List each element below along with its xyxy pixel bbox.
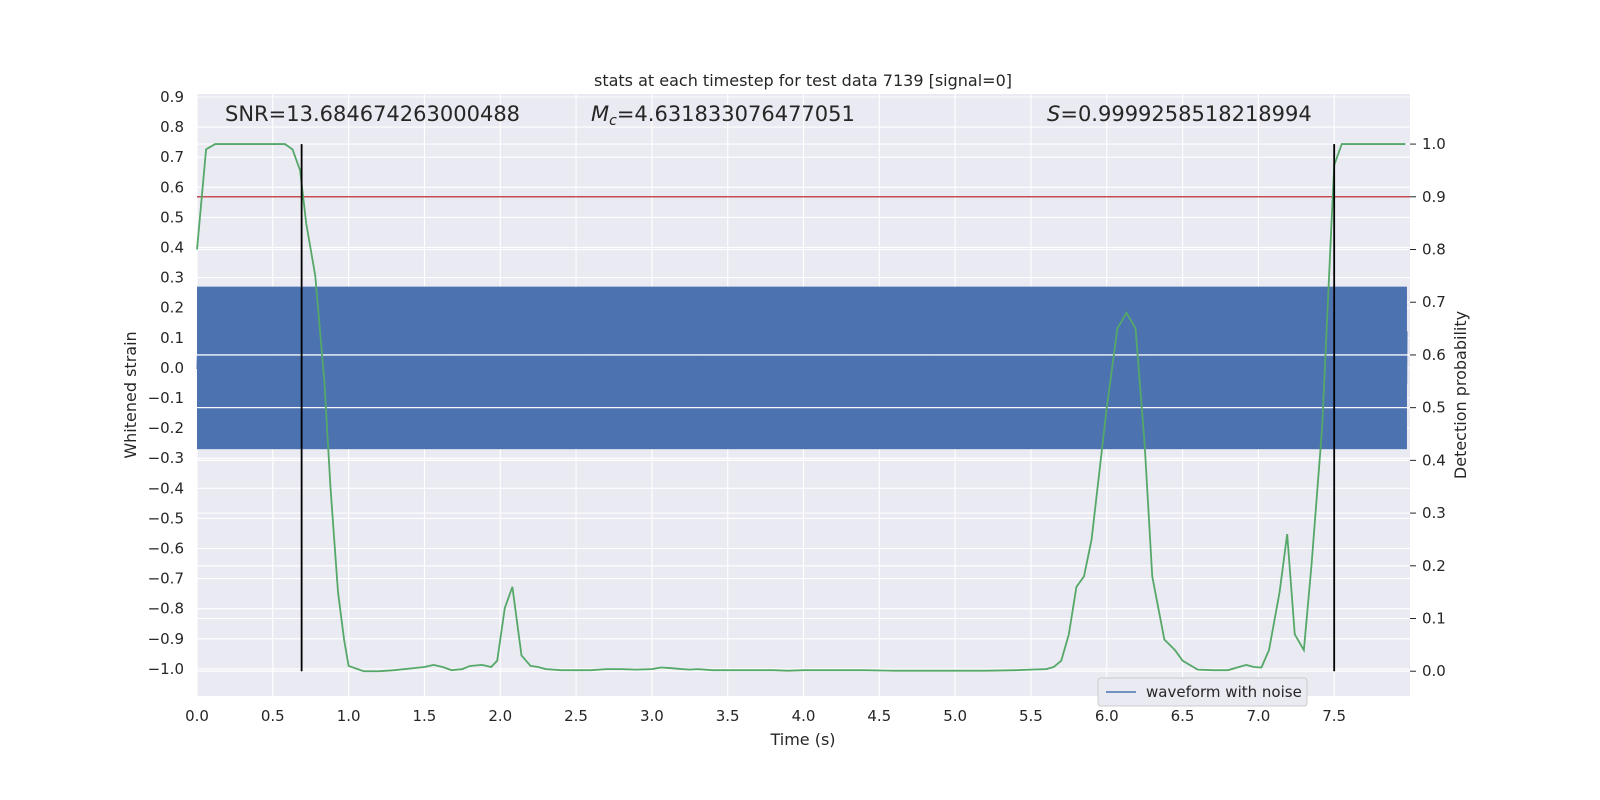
y-tick-label: −0.9	[148, 630, 184, 648]
y2-tick-label: 0.9	[1422, 188, 1446, 206]
y-tick-label: −1.0	[148, 660, 184, 678]
y-tick-label: 0.2	[160, 299, 184, 317]
x-tick-label: 7.0	[1246, 707, 1270, 725]
y-tick-label: 0.8	[160, 118, 184, 136]
x-tick-label: 1.5	[413, 707, 437, 725]
y-tick-label: −0.5	[148, 509, 184, 527]
y-tick-label: −0.6	[148, 540, 184, 558]
x-tick-label: 6.0	[1095, 707, 1119, 725]
y2-tick-label: 0.5	[1422, 399, 1446, 417]
chirp-mass-annotation: Mc=4.631833076477051	[591, 102, 855, 129]
snr-annotation: SNR=13.684674263000488	[225, 102, 520, 126]
waveform-series	[196, 286, 1408, 450]
legend: waveform with noise	[1097, 677, 1308, 707]
waveform-line	[196, 292, 1408, 429]
y2-tick-label: 0.0	[1422, 662, 1446, 680]
x-tick-label: 6.5	[1171, 707, 1195, 725]
y-axis-label: Whitened strain	[121, 331, 140, 458]
y2-tick-label: 0.3	[1422, 504, 1446, 522]
x-tick-label: 5.5	[1019, 707, 1043, 725]
y2-tick-label: 0.1	[1422, 610, 1446, 628]
y-tick-label: 0.3	[160, 269, 184, 287]
y-tick-label: 0.6	[160, 178, 184, 196]
probability-line	[196, 143, 1406, 673]
y-tick-label: 0.7	[160, 148, 184, 166]
score-annotation: S=0.9999258518218994	[1047, 102, 1312, 126]
dense-band-gridlines	[197, 354, 1410, 462]
y-tick-label: −0.3	[148, 449, 184, 467]
y-tick-label: −0.4	[148, 479, 184, 497]
y2-tick-label: 0.2	[1422, 557, 1446, 575]
y2-tick-label: 0.7	[1422, 293, 1446, 311]
y2-tick-label: 1.0	[1422, 135, 1446, 153]
y2-tick-label: 0.8	[1422, 241, 1446, 259]
y-tick-label: 0.5	[160, 208, 184, 226]
y-tick-label: 0.9	[160, 88, 184, 106]
x-tick-label: 0.5	[261, 707, 285, 725]
x-tick-label: 7.5	[1322, 707, 1346, 725]
chart-title: stats at each timestep for test data 713…	[594, 71, 1012, 90]
y-tick-label: 0.0	[160, 359, 184, 377]
y-tick-label: −0.2	[148, 419, 184, 437]
legend-label-waveform: waveform with noise	[1146, 683, 1302, 701]
x-tick-label: 4.5	[867, 707, 891, 725]
overlays	[196, 143, 1410, 673]
x-tick-label: 3.5	[716, 707, 740, 725]
x-tick-label: 2.0	[488, 707, 512, 725]
x-tick-label: 0.0	[185, 707, 209, 725]
x-tick-label: 5.0	[943, 707, 967, 725]
x-tick-label: 1.0	[337, 707, 361, 725]
y-tick-label: −0.1	[148, 389, 184, 407]
y2-tick-label: 0.4	[1422, 451, 1446, 469]
y-tick-label: −0.8	[148, 600, 184, 618]
x-tick-label: 2.5	[564, 707, 588, 725]
y2-tick-label: 0.6	[1422, 346, 1446, 364]
tick-labels: 0.0 0.5 1.0 1.5 2.0 2.5 3.0 3.5 4.0 4.5 5.0 5.5 6.0 6…	[148, 88, 1446, 725]
y-tick-label: 0.4	[160, 239, 184, 257]
x-axis-label: Time (s)	[769, 730, 835, 749]
y-tick-label: 0.1	[160, 329, 184, 347]
x-tick-label: 3.0	[640, 707, 664, 725]
y-tick-label: −0.7	[148, 570, 184, 588]
y2-axis-label: Detection probability	[1451, 311, 1470, 479]
x-tick-label: 4.0	[792, 707, 816, 725]
